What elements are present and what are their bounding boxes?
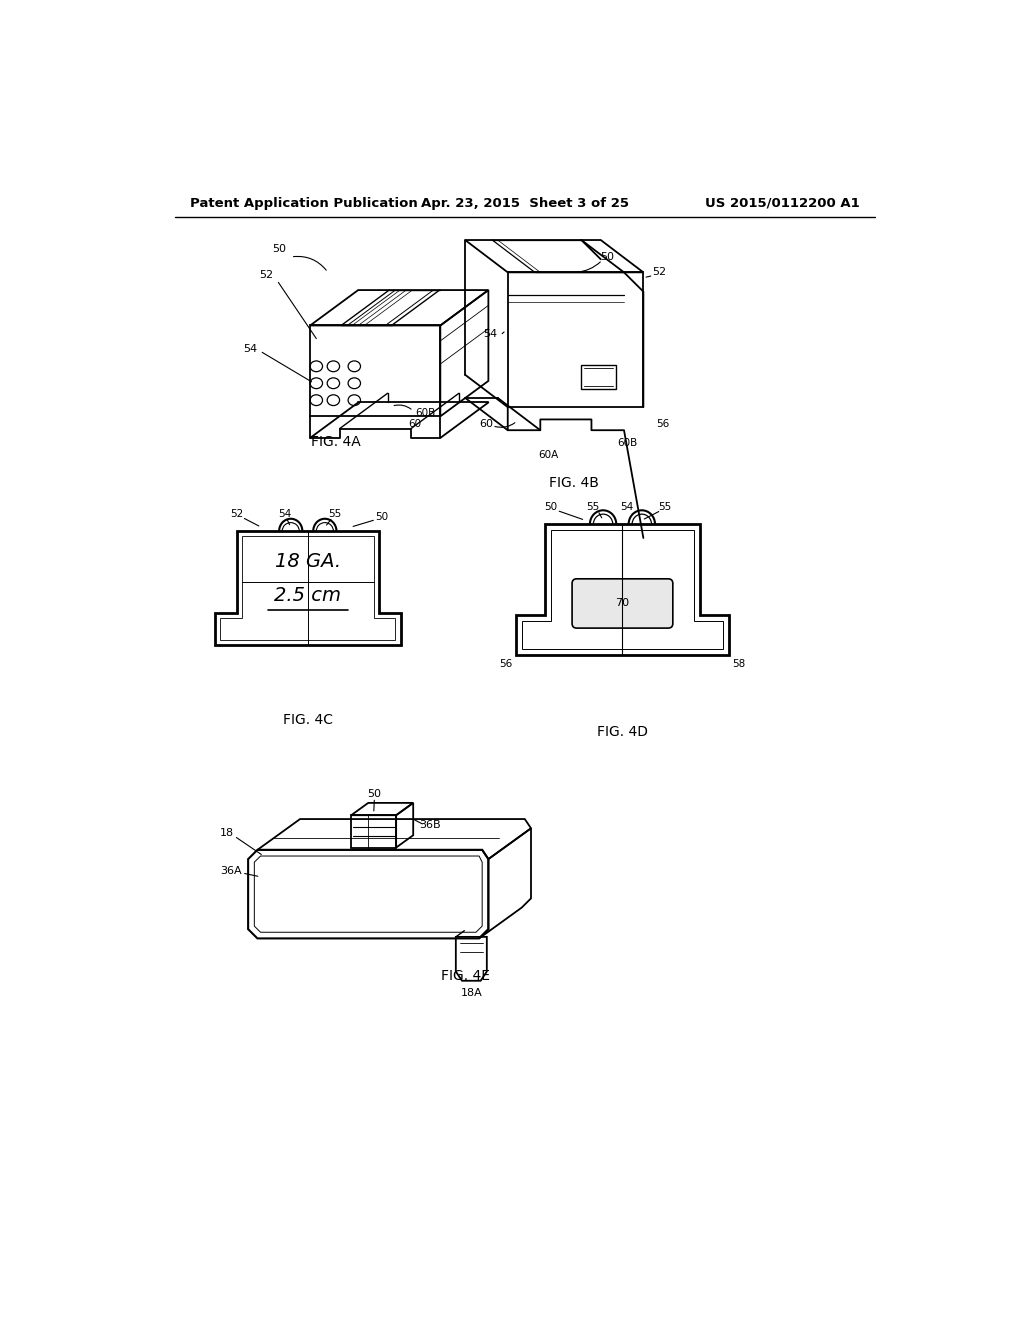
- Text: 54: 54: [244, 345, 257, 354]
- Text: 55: 55: [329, 510, 342, 519]
- Text: 54: 54: [620, 502, 633, 512]
- FancyBboxPatch shape: [572, 578, 673, 628]
- Text: 18A: 18A: [461, 989, 482, 998]
- Text: 60B: 60B: [415, 408, 435, 417]
- Text: 36B: 36B: [420, 820, 441, 830]
- Text: Apr. 23, 2015  Sheet 3 of 25: Apr. 23, 2015 Sheet 3 of 25: [421, 197, 629, 210]
- Text: 52: 52: [229, 510, 243, 519]
- Text: US 2015/0112200 A1: US 2015/0112200 A1: [705, 197, 859, 210]
- Text: 52: 52: [259, 271, 273, 280]
- Text: 52: 52: [652, 268, 666, 277]
- Text: FIG. 4C: FIG. 4C: [283, 714, 333, 727]
- Text: 2.5 cm: 2.5 cm: [274, 586, 341, 606]
- Text: 50: 50: [368, 789, 382, 800]
- Text: 55: 55: [658, 502, 672, 512]
- Text: 18 GA.: 18 GA.: [274, 552, 341, 570]
- Text: Patent Application Publication: Patent Application Publication: [190, 197, 418, 210]
- Text: 58: 58: [732, 659, 745, 669]
- Text: 60: 60: [409, 418, 422, 429]
- Text: 36A: 36A: [220, 866, 242, 876]
- Text: 50: 50: [545, 502, 558, 512]
- Text: 56: 56: [656, 418, 670, 429]
- Text: 60: 60: [479, 418, 493, 429]
- Text: 50: 50: [375, 512, 388, 523]
- Text: 50: 50: [600, 252, 614, 261]
- Text: FIG. 4B: FIG. 4B: [549, 477, 599, 490]
- Text: 55: 55: [587, 502, 600, 512]
- Text: FIG. 4D: FIG. 4D: [597, 725, 648, 739]
- Text: 56: 56: [500, 659, 513, 669]
- Text: 70: 70: [615, 598, 630, 609]
- Text: 54: 54: [278, 510, 291, 519]
- Text: 60A: 60A: [538, 450, 558, 459]
- Text: 50: 50: [272, 244, 286, 255]
- Text: 54: 54: [483, 329, 498, 339]
- Text: FIG. 4A: FIG. 4A: [311, 434, 360, 449]
- Text: FIG. 4E: FIG. 4E: [440, 969, 489, 983]
- Text: 18: 18: [219, 828, 233, 838]
- Text: 60B: 60B: [617, 438, 638, 449]
